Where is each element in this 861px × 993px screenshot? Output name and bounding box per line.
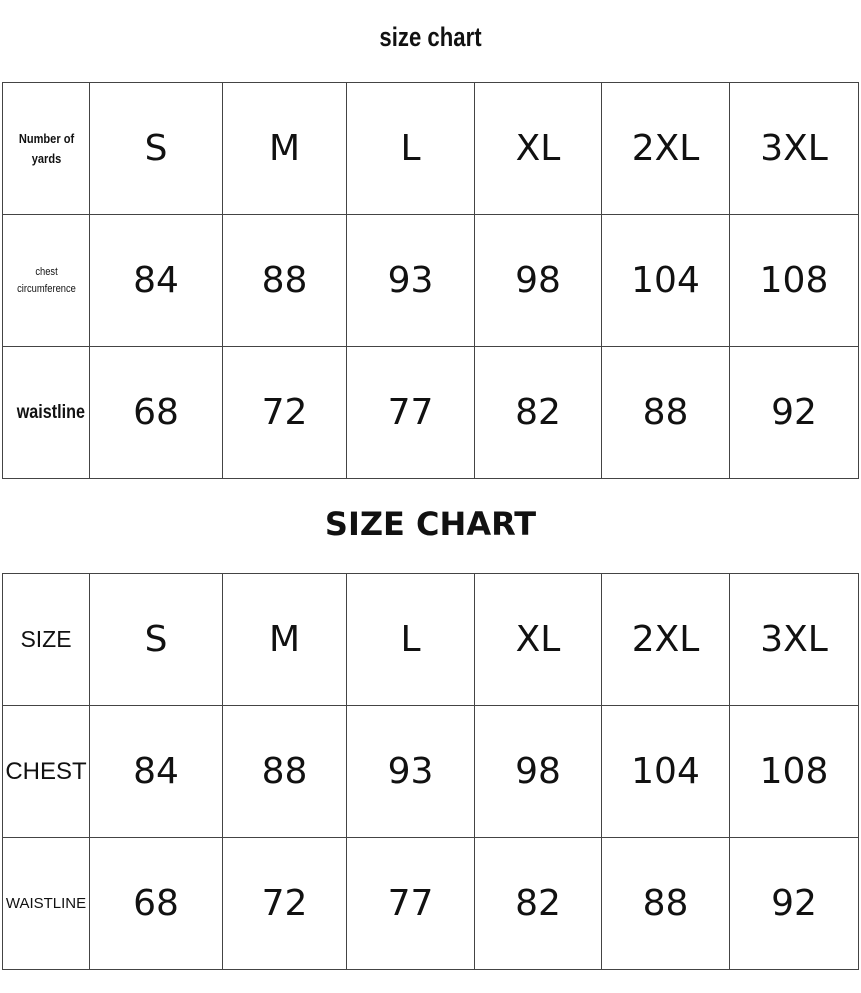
row-label: CHEST	[5, 757, 87, 785]
size-table: Number of yards S M L XL 2XL 3XL chest circumfe…	[2, 82, 859, 479]
cell-text: 98	[515, 751, 561, 792]
cell-text: S	[144, 128, 168, 169]
cell-text: M	[268, 128, 301, 169]
value-cell: 82	[474, 837, 602, 970]
table-row: CHEST 84 88 93 98 104 108	[2, 705, 859, 838]
value-cell: 88	[601, 837, 730, 970]
cell-text: 82	[515, 883, 561, 924]
cell-text: 72	[261, 883, 308, 924]
value-cell: 84	[89, 705, 223, 838]
value-cell: 88	[222, 705, 347, 838]
value-cell: XL	[474, 573, 602, 706]
value-cell: 3XL	[729, 573, 859, 706]
cell-text: XL	[515, 619, 561, 660]
cell-text: 84	[133, 751, 179, 792]
cell-text: 88	[261, 260, 308, 301]
cell-text: 77	[387, 392, 434, 433]
cell-text: 88	[642, 392, 689, 433]
row-label-cell: WAISTLINE	[2, 837, 90, 970]
value-cell: 72	[222, 837, 347, 970]
value-cell: L	[346, 82, 475, 215]
value-cell: 77	[346, 837, 475, 970]
cell-text: 88	[642, 883, 689, 924]
cell-text: L	[400, 128, 421, 169]
value-cell: L	[346, 573, 475, 706]
value-cell: 88	[222, 214, 347, 347]
table-row: Number of yards S M L XL 2XL 3XL	[3, 82, 859, 215]
cell-text: M	[268, 619, 301, 660]
row-label: WAISTLINE	[5, 895, 87, 912]
row-label-cell: SIZE	[2, 573, 90, 706]
value-cell: 104	[601, 214, 730, 347]
cell-text: 68	[133, 883, 179, 924]
table-row: chest circumference 84 88 93 98 104 108	[3, 214, 859, 347]
value-cell: 2XL	[601, 82, 730, 215]
value-cell: XL	[474, 82, 602, 215]
value-cell: 88	[601, 346, 730, 479]
value-cell: 3XL	[729, 82, 859, 215]
cell-text: 93	[387, 751, 434, 792]
cell-text: 2XL	[631, 128, 700, 169]
value-cell: 92	[729, 837, 859, 970]
cell-text: 2XL	[631, 619, 700, 660]
value-cell: 72	[222, 346, 347, 479]
cell-text: 3XL	[760, 128, 828, 169]
cell-text: 88	[261, 751, 308, 792]
value-cell: M	[222, 573, 347, 706]
value-cell: 68	[89, 346, 223, 479]
cell-text: 77	[387, 883, 434, 924]
value-cell: 68	[89, 837, 223, 970]
size-table: SIZE S M L XL 2XL 3XL CHEST 84 88 93 98 104 108 WAISTL…	[2, 573, 859, 970]
value-cell: 108	[729, 214, 859, 347]
cell-text: XL	[515, 128, 561, 169]
value-cell: 98	[474, 705, 602, 838]
value-cell: 108	[729, 705, 859, 838]
cell-text: 104	[631, 260, 700, 301]
value-cell: S	[89, 82, 223, 215]
cell-text: 72	[261, 392, 308, 433]
value-cell: 104	[601, 705, 730, 838]
value-cell: 93	[346, 214, 475, 347]
value-cell: 84	[89, 214, 223, 347]
table-title: size chart	[379, 22, 482, 52]
row-label: chest circumference	[16, 265, 76, 295]
row-label: waistline	[16, 401, 85, 423]
table-row: WAISTLINE 68 72 77 82 88 92	[2, 837, 859, 970]
cell-text: 93	[387, 260, 434, 301]
cell-text: 104	[631, 751, 700, 792]
row-label-cell: CHEST	[2, 705, 90, 838]
value-cell: 98	[474, 214, 602, 347]
table-title: SIZE CHART	[324, 505, 537, 543]
row-label-cell: waistline	[8, 346, 85, 479]
row-label-cell: chest circumference	[8, 214, 84, 347]
row-label-cell: Number of yards	[8, 82, 84, 215]
cell-text: 92	[771, 392, 817, 433]
value-cell: 77	[346, 346, 475, 479]
cell-text: 82	[515, 392, 561, 433]
cell-text: 108	[759, 260, 829, 301]
row-label: SIZE	[20, 626, 72, 652]
cell-text: 98	[515, 260, 561, 301]
cell-text: 108	[759, 751, 829, 792]
cell-text: 3XL	[760, 619, 828, 660]
row-label: Number of yards	[18, 130, 74, 166]
cell-text: L	[400, 619, 421, 660]
value-cell: M	[222, 82, 347, 215]
table-row: waistline 68 72 77 82 88 92	[3, 346, 859, 479]
table-row: SIZE S M L XL 2XL 3XL	[2, 573, 859, 706]
value-cell: 93	[346, 705, 475, 838]
value-cell: 92	[729, 346, 859, 479]
cell-text: 84	[133, 260, 179, 301]
cell-text: 92	[771, 883, 817, 924]
cell-text: 68	[133, 392, 179, 433]
cell-text: S	[144, 619, 168, 660]
value-cell: 2XL	[601, 573, 730, 706]
value-cell: S	[89, 573, 223, 706]
value-cell: 82	[474, 346, 602, 479]
